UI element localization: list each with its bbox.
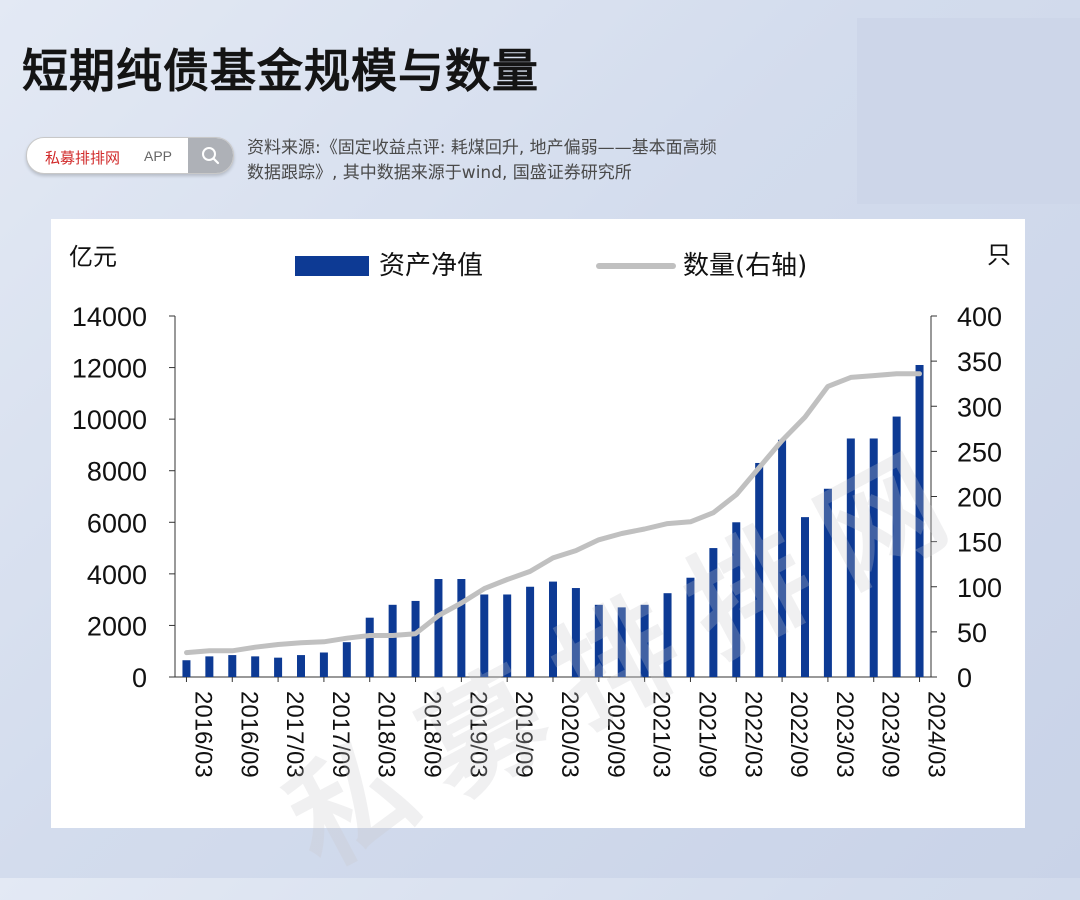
bar — [869, 438, 878, 677]
x-tick-label: 2023/09 — [877, 691, 904, 778]
y-axis-unit-left: 亿元 — [69, 243, 117, 271]
y-tick-label-right: 50 — [957, 618, 987, 648]
bar — [617, 607, 626, 677]
y-tick-label-right: 150 — [957, 528, 1002, 558]
y-tick-label-left: 8000 — [87, 457, 147, 487]
bar — [297, 655, 305, 677]
bar — [823, 488, 832, 677]
y-tick-label-right: 100 — [957, 573, 1002, 603]
bar — [915, 364, 924, 677]
bar — [319, 652, 328, 677]
y-tick-label-left: 10000 — [72, 405, 147, 435]
bar — [182, 660, 191, 677]
y-tick-label-left: 2000 — [87, 611, 147, 641]
x-tick-label: 2018/09 — [419, 691, 446, 778]
search-button[interactable] — [188, 138, 233, 173]
y-tick-label-left: 6000 — [87, 508, 147, 538]
bar — [342, 642, 351, 677]
bar — [686, 577, 695, 677]
search-bar[interactable]: 私募排排网 APP — [26, 137, 234, 174]
bar — [549, 581, 557, 677]
source-line-1: 资料来源:《固定收益点评: 耗煤回升, 地产偏弱——基本面高频 — [247, 138, 717, 158]
legend-swatch-bar — [295, 256, 369, 276]
bar — [778, 439, 787, 677]
x-tick-label: 2024/03 — [923, 691, 950, 778]
bar — [388, 604, 397, 677]
y-axis-unit-right: 只 — [987, 241, 1011, 269]
y-tick-label-left: 14000 — [72, 302, 147, 332]
bar — [205, 656, 214, 677]
y-tick-label-right: 250 — [957, 437, 1002, 467]
bar — [251, 656, 260, 677]
bar — [411, 600, 420, 677]
x-tick-label: 2022/03 — [739, 691, 766, 778]
corner-panel — [857, 18, 1080, 204]
page-title: 短期纯债基金规模与数量 — [22, 44, 539, 98]
bar — [434, 579, 443, 677]
legend-label-line: 数量(右轴) — [683, 251, 807, 281]
x-tick-label: 2017/09 — [327, 691, 354, 778]
chart-svg: 0 2000 4000 6000 8000 10000 12000 14000 0 50 100 15… — [69, 241, 1011, 778]
y-tick-label-right: 350 — [957, 347, 1002, 377]
bar — [846, 438, 855, 677]
series-line-count — [184, 371, 922, 656]
bar — [801, 517, 809, 677]
x-tick-label: 2016/09 — [235, 691, 262, 778]
x-tick-label: 2019/09 — [510, 691, 537, 778]
x-tick-label: 2016/03 — [189, 691, 216, 778]
x-tick-label: 2018/03 — [373, 691, 400, 778]
source-line-2: 数据跟踪》, 其中数据来源于wind, 国盛证券研究所 — [247, 163, 632, 183]
bar — [571, 588, 580, 677]
x-tick-label: 2021/09 — [693, 691, 720, 778]
x-tick-label: 2019/03 — [464, 691, 491, 778]
bar — [594, 604, 603, 677]
bar — [640, 604, 649, 677]
bar — [228, 655, 237, 677]
x-tick-label: 2020/09 — [602, 691, 629, 778]
bar — [274, 657, 283, 677]
bar — [709, 548, 718, 677]
search-app-label: APP — [144, 148, 173, 164]
bar — [365, 617, 374, 677]
x-tick-label: 2023/03 — [831, 691, 858, 778]
y-tick-label-right: 200 — [957, 483, 1002, 513]
bar — [755, 462, 764, 677]
bar — [663, 593, 672, 677]
bar — [503, 594, 512, 677]
x-tick-label: 2022/09 — [785, 691, 812, 778]
x-tick-label: 2017/03 — [281, 691, 308, 778]
search-brand-label: 私募排排网 — [45, 149, 121, 167]
y-tick-label-left: 4000 — [87, 560, 147, 590]
x-tick-label: 2021/03 — [648, 691, 675, 778]
bar — [526, 586, 535, 677]
y-tick-label-left: 12000 — [72, 354, 147, 384]
y-tick-label-right: 400 — [957, 302, 1002, 332]
source-note: 资料来源:《固定收益点评: 耗煤回升, 地产偏弱——基本面高频 数据跟踪》, 其… — [247, 136, 847, 186]
legend-label-bar: 资产净值 — [379, 251, 483, 281]
bar — [457, 579, 466, 677]
y-tick-label-left: 0 — [132, 663, 147, 693]
chart-card: 0 2000 4000 6000 8000 10000 12000 14000 0 50 100 15… — [51, 219, 1025, 828]
y-tick-label-right: 300 — [957, 392, 1002, 422]
y-tick-label-right: 0 — [957, 663, 972, 693]
search-icon — [202, 147, 220, 165]
bar — [480, 594, 489, 677]
bar — [732, 522, 741, 677]
bar — [892, 416, 901, 677]
x-tick-label: 2020/03 — [556, 691, 583, 778]
